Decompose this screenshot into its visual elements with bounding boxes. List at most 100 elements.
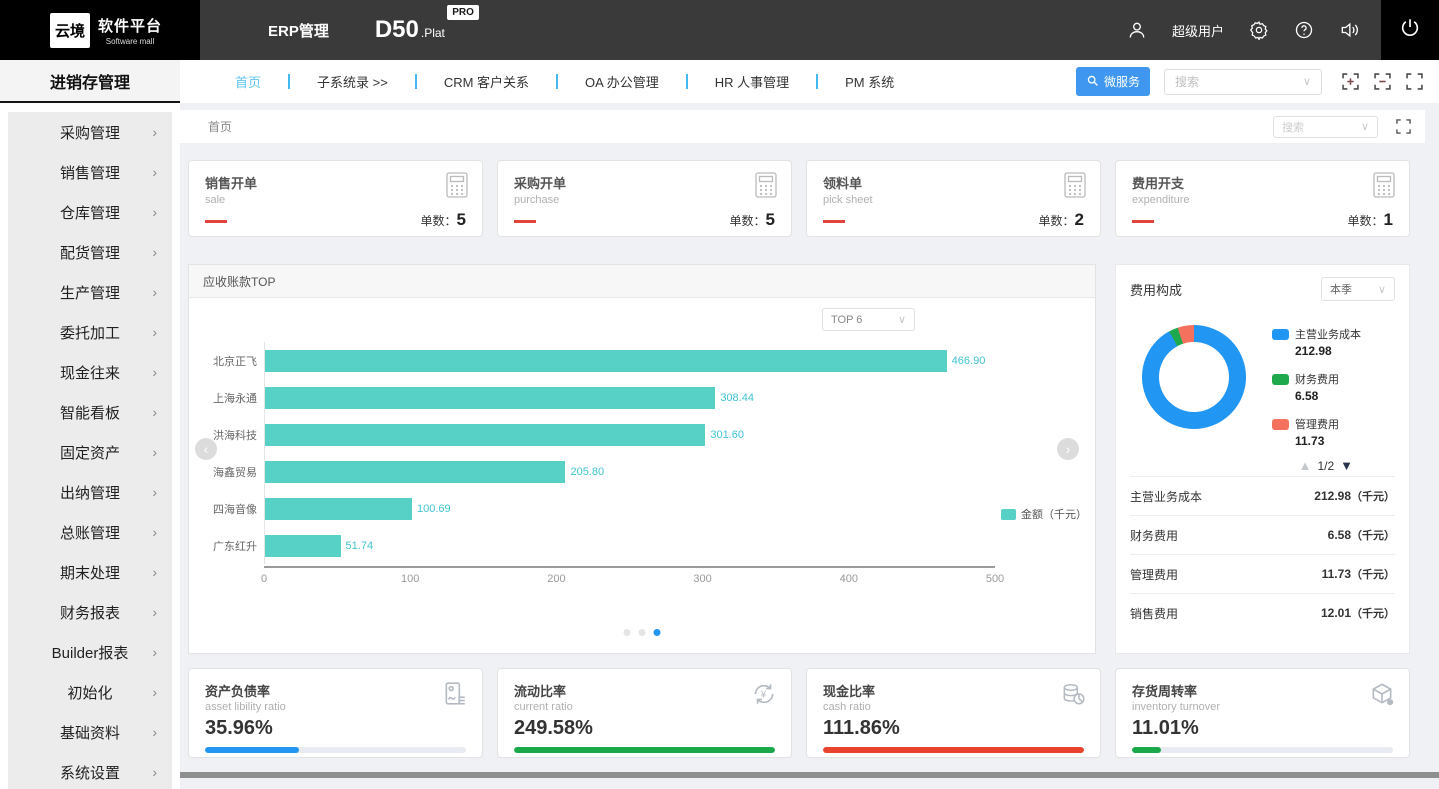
- bar-row: 北京正飞 466.90: [201, 342, 995, 379]
- nav-tab-pm[interactable]: PM 系统: [845, 75, 895, 90]
- sidebar-item-base-data[interactable]: 基础资料 ›: [59, 724, 157, 742]
- count-value: 单数：1: [1347, 210, 1393, 229]
- sidebar-item-outsourcing[interactable]: 委托加工 ›: [59, 324, 157, 342]
- period-select[interactable]: 本季 ∨: [1321, 277, 1395, 301]
- carousel-prev-arrow[interactable]: ‹: [195, 438, 217, 460]
- sidebar-item-purchase[interactable]: 采购管理 ›: [59, 124, 157, 142]
- sidebar-item-fixed-assets[interactable]: 固定资产 ›: [59, 444, 157, 462]
- calculator-icon: [1373, 172, 1395, 198]
- stat-card-expenditure[interactable]: 费用开支 expenditure 单数：1: [1115, 160, 1410, 237]
- bar-plot: 北京正飞 466.90 上海永通 308.44 洪海科技 301.60: [201, 342, 995, 564]
- carousel-dot[interactable]: [623, 629, 631, 636]
- chevron-right-icon: ›: [152, 284, 157, 300]
- sidebar-item-distribution[interactable]: 配货管理 ›: [59, 244, 157, 262]
- help-icon[interactable]: [1294, 20, 1314, 40]
- sidebar-item-warehouse[interactable]: 仓库管理 ›: [59, 204, 157, 222]
- sidebar-item-cashflow[interactable]: 现金往来 ›: [59, 364, 157, 382]
- zoom-out-bracket-icon[interactable]: [1374, 73, 1391, 90]
- chevron-right-icon: ›: [152, 124, 157, 140]
- username-label[interactable]: 超级用户: [1171, 23, 1224, 39]
- top-n-select[interactable]: TOP 6 ∨: [822, 308, 915, 331]
- x-axis-tick: 200: [547, 573, 566, 585]
- red-dash: [823, 220, 845, 223]
- x-axis-tick: 100: [401, 573, 420, 585]
- nav-tab-hr[interactable]: HR 人事管理: [714, 75, 790, 90]
- page-toolbar: 首页 搜索 ∨: [180, 110, 1425, 143]
- page-tab-home[interactable]: 首页: [208, 120, 233, 134]
- red-dash: [205, 220, 227, 223]
- sidebar: 采购管理 › 销售管理 › 仓库管理 › 配货管理 › 生产管理 › 委托加工 › 现金往来…: [0, 103, 180, 789]
- nav-tab-crm[interactable]: CRM 客户关系: [443, 75, 530, 90]
- stat-card-purchase-order[interactable]: 采购开单 purchase 单数：5: [497, 160, 792, 237]
- toolbar-actions: 搜索 ∨: [1273, 115, 1411, 138]
- dashboard-content: 销售开单 sale 单数：5 采购开单 purchase 单数：5: [180, 143, 1439, 758]
- nav-search-select[interactable]: 搜索 ∨: [1164, 68, 1322, 95]
- nav-tab-oa[interactable]: OA 办公管理: [585, 75, 659, 90]
- sub-header-row: 进销存管理 首页 子系统录 >> CRM 客户关系 OA 办公管理 HR 人事管…: [0, 60, 1439, 103]
- calculator-icon: [446, 172, 468, 198]
- bar-chart: TOP 6 ∨ 北京正飞 466.90 上海永通 308.44: [189, 298, 1095, 653]
- x-axis-tick: 500: [985, 573, 1005, 585]
- stat-card-pick-sheet[interactable]: 领料单 pick sheet 单数：2: [806, 160, 1101, 237]
- stat-card-sales-order[interactable]: 销售开单 sale 单数：5: [188, 160, 483, 237]
- power-icon[interactable]: [1399, 17, 1421, 44]
- top-bar-main: ERP管理 D50 .Plat PRO 超级用户: [200, 0, 1381, 60]
- chevron-right-icon: ›: [152, 524, 157, 540]
- carousel-next-arrow[interactable]: ›: [1057, 438, 1079, 460]
- donut-chart: [1142, 325, 1246, 429]
- sidebar-item-dashboard[interactable]: 智能看板 ›: [59, 404, 157, 422]
- chevron-right-icon: ›: [152, 404, 157, 420]
- sidebar-item-builder-reports[interactable]: Builder报表 ›: [51, 644, 157, 662]
- nav-separator: [288, 74, 291, 89]
- coins-icon: [1060, 681, 1086, 707]
- carousel-dot[interactable]: [638, 629, 646, 636]
- sidebar-item-system-settings[interactable]: 系统设置 ›: [59, 764, 157, 782]
- x-axis-tick: 300: [693, 573, 712, 585]
- ratio-card-asset-liability: 资产负债率 asset libility ratio 35.96%: [188, 668, 483, 758]
- user-icon[interactable]: [1127, 20, 1147, 40]
- bar: [265, 386, 716, 409]
- chevron-down-icon: ∨: [897, 314, 906, 326]
- nav-tab-home[interactable]: 首页: [235, 75, 262, 90]
- zoom-in-bracket-icon[interactable]: [1342, 73, 1359, 90]
- stat-cards-row: 销售开单 sale 单数：5 采购开单 purchase 单数：5: [188, 160, 1410, 237]
- nav-tab-subsystems[interactable]: 子系统录 >>: [317, 75, 388, 90]
- window-controls: [1342, 73, 1423, 90]
- chevron-down-icon: ∨: [1377, 283, 1386, 296]
- chart-title: 应收账款TOP: [189, 265, 1095, 298]
- calculator-icon: [755, 172, 777, 198]
- top-bar: 云境 软件平台 Software mall ERP管理 D50 .Plat PR…: [0, 0, 1439, 60]
- ratio-cards-row: 资产负债率 asset libility ratio 35.96% 流动比率 c…: [188, 668, 1410, 758]
- horizontal-scrollbar[interactable]: [180, 772, 1439, 778]
- chevron-right-icon: ›: [152, 204, 157, 220]
- fullscreen-bracket-icon[interactable]: [1396, 119, 1411, 134]
- ratio-card-current: 流动比率 current ratio ¥ 249.58%: [497, 668, 792, 758]
- sidebar-item-sales[interactable]: 销售管理 ›: [59, 164, 157, 182]
- microservice-button[interactable]: 微服务: [1075, 67, 1150, 96]
- progress-bar: [205, 747, 466, 753]
- module-title: ERP管理: [268, 22, 329, 40]
- sidebar-item-period-end[interactable]: 期末处理 ›: [59, 564, 157, 582]
- table-row: 销售费用 12.01（千元）: [1130, 593, 1395, 632]
- sidebar-menu: 采购管理 › 销售管理 › 仓库管理 › 配货管理 › 生产管理 › 委托加工 › 现金往来…: [8, 112, 172, 789]
- sidebar-item-initialization[interactable]: 初始化 ›: [67, 684, 157, 702]
- sidebar-item-financial-reports[interactable]: 财务报表 ›: [59, 604, 157, 622]
- nav-separator: [685, 74, 688, 89]
- progress-bar: [1132, 747, 1393, 753]
- announcement-speaker-icon[interactable]: [1339, 20, 1359, 40]
- carousel-dot-active[interactable]: [653, 629, 661, 636]
- progress-bar: [514, 747, 775, 753]
- legend-swatch: [1001, 508, 1016, 520]
- red-dash: [514, 220, 536, 223]
- sidebar-item-production[interactable]: 生产管理 ›: [59, 284, 157, 302]
- pie-legend-item: 主营业务成本 212.98: [1272, 326, 1361, 358]
- sidebar-item-cashier[interactable]: 出纳管理 ›: [59, 484, 157, 502]
- x-axis-tick: 0: [260, 573, 268, 585]
- pager-up-icon[interactable]: ▲: [1298, 458, 1312, 473]
- settings-gear-icon[interactable]: [1249, 20, 1269, 40]
- toolbar-search-select[interactable]: 搜索 ∨: [1273, 115, 1378, 138]
- pager-down-icon[interactable]: ▼: [1340, 458, 1353, 473]
- fullscreen-bracket-icon[interactable]: [1406, 73, 1423, 90]
- bar-row: 洪海科技 301.60: [201, 416, 995, 453]
- sidebar-item-general-ledger[interactable]: 总账管理 ›: [59, 524, 157, 542]
